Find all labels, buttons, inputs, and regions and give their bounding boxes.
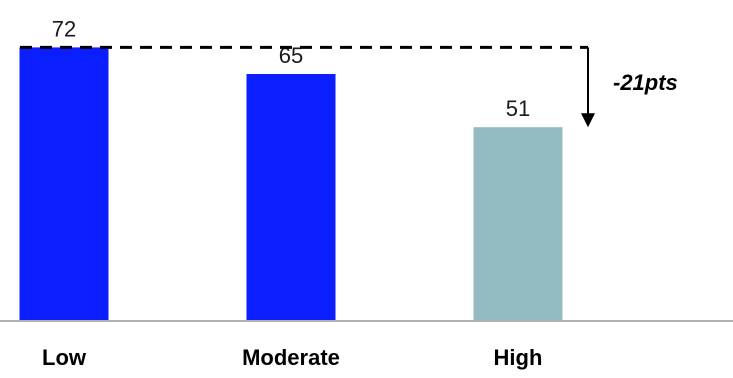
bar-high: [473, 127, 563, 321]
category-label-low: Low: [42, 345, 87, 370]
category-label-high: High: [494, 345, 543, 370]
category-label-moderate: Moderate: [242, 345, 340, 370]
bar-low: [19, 47, 109, 322]
arrow-down-icon: [581, 113, 595, 128]
delta-label: -21pts: [613, 70, 678, 95]
bars-layer: [19, 47, 563, 322]
bar-moderate: [246, 74, 336, 321]
data-label-low: 72: [52, 16, 76, 41]
delta-annotation: -21pts: [20, 45, 678, 128]
data-label-high: 51: [506, 96, 530, 121]
